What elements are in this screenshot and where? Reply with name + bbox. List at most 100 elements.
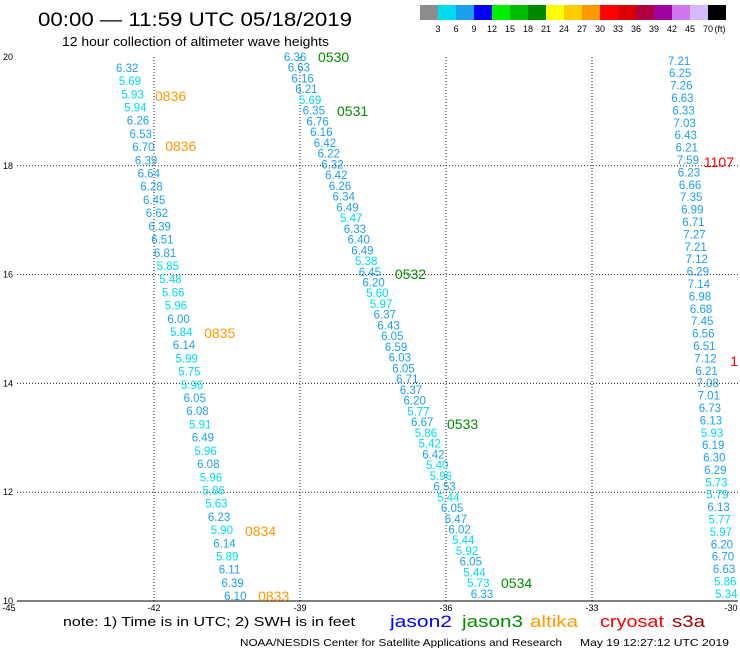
colorbar-threshold-label: 70	[703, 24, 713, 34]
swh-value-label: 5.69	[299, 95, 321, 107]
swh-value-label: 5.84	[170, 327, 193, 339]
swh-value-label: 6.42	[325, 170, 347, 182]
swh-value-label: 6.10	[224, 591, 246, 603]
swh-value-label: 6.51	[693, 341, 715, 353]
swh-value-label: 6.20	[711, 539, 733, 551]
swh-value-label: 7.35	[680, 192, 702, 204]
colorbar-swatch	[564, 5, 582, 20]
swh-value-label: 7.12	[686, 254, 708, 266]
colorbar-swatch	[510, 5, 528, 20]
y-tick-label: 16	[3, 270, 13, 280]
swh-value-label: 6.21	[676, 143, 698, 155]
x-tick-label: -42	[147, 603, 160, 613]
swh-value-label: 5.86	[203, 486, 225, 498]
swh-value-label: 5.85	[157, 261, 179, 273]
swh-value-label: 5.97	[370, 299, 392, 311]
swh-value-label: 5.99	[176, 353, 198, 365]
swh-value-label: 6.19	[702, 440, 724, 452]
swh-value-label: 6.00	[167, 314, 189, 326]
colorbar-threshold-label: 21	[541, 24, 551, 34]
swh-value-label: 5.77	[709, 515, 731, 527]
swh-value-label: 5.96	[181, 380, 203, 392]
colorbar-swatch	[690, 5, 708, 20]
satellite-legend: jason2 jason3 altika cryosat s3a	[389, 612, 706, 631]
swh-value-label: 5.44	[463, 568, 486, 580]
colorbar-threshold-label: 3	[435, 24, 440, 34]
swh-value-label: 5.89	[216, 552, 238, 564]
pass-time-label: 0531	[337, 103, 368, 119]
colorbar-threshold-label: 18	[523, 24, 533, 34]
swh-value-label: 6.05	[184, 393, 206, 405]
legend-altika: altika	[530, 612, 579, 631]
swh-value-label: 6.71	[682, 217, 704, 229]
pass-time-label: 0833	[258, 588, 289, 604]
colorbar-swatch	[582, 5, 600, 20]
swh-value-label: 7.12	[694, 353, 716, 365]
swh-value-label: 5.96	[430, 471, 452, 483]
swh-value-label: 5.91	[189, 419, 211, 431]
swh-value-label: 6.56	[692, 329, 714, 341]
swh-value-label: 7.03	[673, 118, 695, 130]
pass-time-label: 0534	[501, 575, 532, 591]
swh-value-label: 5.73	[467, 578, 489, 590]
colorbar-swatch	[474, 5, 492, 20]
swh-value-label: 6.81	[154, 248, 176, 260]
swh-value-label: 6.49	[192, 433, 214, 445]
swh-value-label: 5.73	[705, 477, 727, 489]
colorbar-swatch	[708, 5, 726, 20]
swh-value-label: 6.99	[681, 205, 703, 217]
swh-value-label: 5.75	[178, 367, 200, 379]
units-note: note: 1) Time is in UTC; 2) SWH is in fe…	[63, 614, 355, 629]
swh-value-label: 6.67	[411, 417, 433, 429]
swh-value-label: 5.94	[124, 103, 147, 115]
swh-value-label: 6.51	[151, 235, 173, 247]
swh-value-label: 6.37	[400, 385, 422, 397]
colorbar-threshold-label: 36	[631, 24, 641, 34]
swh-value-label: 6.63	[288, 63, 310, 75]
wave-height-colorbar: 3 6 9 12 15 18 21 24 27 30 33 36 39 42 45 70 (ft)	[420, 5, 726, 34]
swh-value-label: 6.64	[138, 169, 161, 181]
swh-value-label: 6.32	[321, 159, 343, 171]
swh-value-label: 7.27	[683, 229, 705, 241]
swh-value-label: 6.16	[291, 74, 313, 86]
colorbar-threshold-label: 6	[453, 24, 458, 34]
swh-value-label: 6.23	[208, 512, 230, 524]
swh-value-label: 6.05	[381, 331, 403, 343]
swh-value-label: 6.21	[295, 84, 317, 96]
pass-time-label: 0532	[395, 266, 426, 282]
swh-value-label: 5.96	[200, 472, 222, 484]
swh-value-label: 5.86	[714, 577, 736, 589]
swh-value-label: 5.48	[159, 274, 181, 286]
pass-time-label: 0834	[245, 523, 276, 539]
swh-value-label: 6.29	[687, 267, 709, 279]
swh-value-label: 6.70	[132, 142, 154, 154]
swh-value-label: 6.42	[314, 138, 336, 150]
swh-value-label: 7.01	[698, 391, 720, 403]
swh-value-label: 6.14	[173, 340, 196, 352]
legend-s3a: s3a	[672, 612, 706, 631]
swh-value-label: 6.23	[678, 167, 700, 179]
swh-value-label: 6.39	[149, 221, 171, 233]
swh-value-label: 6.76	[306, 116, 328, 128]
x-tick-label: -30	[724, 603, 737, 613]
swh-value-label: 6.29	[704, 465, 726, 477]
footer-timestamp: May 19 12:27:12 UTC 2019	[580, 637, 729, 649]
swh-value-label: 6.43	[377, 321, 399, 333]
colorbar-threshold-label: 27	[577, 24, 587, 34]
swh-value-label: 5.96	[165, 301, 187, 313]
y-tick-label: 18	[3, 161, 13, 171]
swh-value-label: 5.47	[340, 213, 362, 225]
chart-title: 00:00 — 11:59 UTC 05/18/2019	[38, 10, 352, 31]
swh-value-label: 6.33	[471, 589, 493, 601]
swh-value-label: 6.22	[318, 149, 340, 161]
pass-time-label: 0836	[165, 138, 196, 154]
swh-value-label: 7.45	[691, 316, 713, 328]
swh-value-label: 6.08	[197, 459, 219, 471]
swh-value-label: 6.16	[310, 127, 332, 139]
swh-value-label: 6.98	[689, 291, 711, 303]
colorbar-swatch	[618, 5, 636, 20]
colorbar-threshold-label: 33	[613, 24, 623, 34]
swh-value-label: 6.45	[143, 195, 165, 207]
footer-credit: NOAA/NESDIS Center for Satellite Applica…	[240, 637, 562, 649]
swh-value-label: 6.47	[445, 514, 467, 526]
